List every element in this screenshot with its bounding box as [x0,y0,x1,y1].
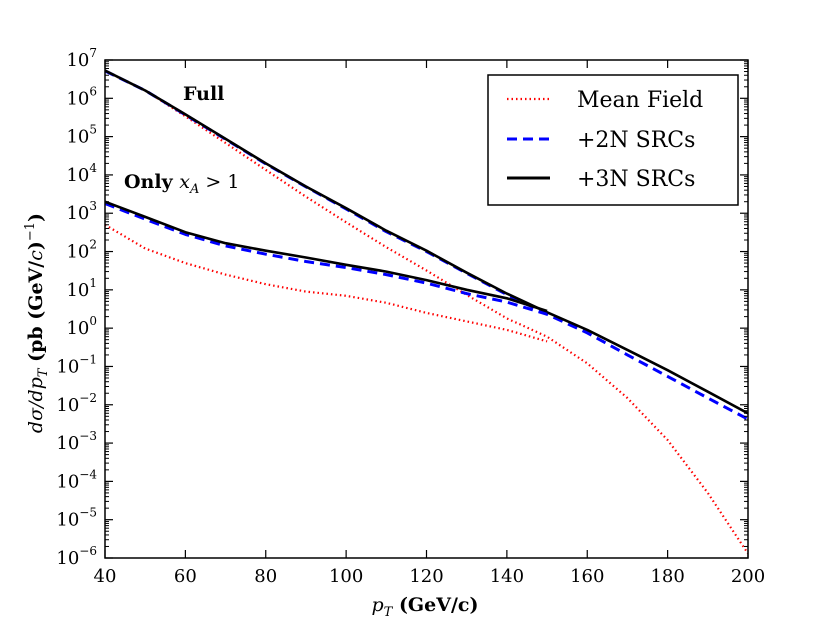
annotation-only-xa: Only xA > 1 [124,171,239,197]
x-tick-label: 40 [94,566,117,587]
x-tick-label: 60 [174,566,197,587]
legend-label-mean-field: Mean Field [577,88,703,113]
y-tick-label: 10−6 [56,544,97,569]
x-tick-label: 180 [650,566,684,587]
x-tick-label: 200 [731,566,765,587]
y-tick-label: 106 [66,84,97,109]
x-axis-unit: (GeV/c) [392,594,478,616]
y-tick-label: 107 [66,46,97,71]
y-tick-label: 100 [66,314,97,339]
cross-section-chart: 40 60 80 100 120 140 160 180 200 10−6 10−5 10−4 10−3… [0,0,830,623]
y-tick-label: 101 [66,276,97,301]
x-tick-label: 120 [409,566,443,587]
series-line-xAgt1--2n-srcs [105,204,547,315]
x-tick-label: 100 [329,566,363,587]
annotation-full: Full [183,83,224,105]
x-tick-label: 160 [570,566,604,587]
y-tick-label: 105 [66,123,97,148]
legend-label-2n: +2N SRCs [577,128,695,153]
x-axis-var: p [371,594,383,616]
y-tick-label: 103 [66,199,97,224]
legend: Mean Field +2N SRCs +3N SRCs [488,75,738,205]
y-tick-label: 104 [66,161,97,186]
legend-label-3n: +3N SRCs [577,167,695,192]
y-tick-label: 10−3 [56,429,97,454]
x-axis-title: pT (GeV/c) [371,594,478,620]
series-line-xAgt1-mean-field [105,225,547,342]
y-tick-label: 102 [66,238,97,263]
x-tick-label: 140 [490,566,524,587]
y-tick-label: 10−5 [56,506,97,531]
y-tick-label: 10−2 [56,391,97,416]
series-line-xAgt1--3n-srcs [105,202,547,311]
y-tick-label: 10−4 [56,467,97,492]
x-tick-label: 80 [254,566,277,587]
y-tick-label: 10−1 [56,352,97,377]
y-axis-title: dσ/dpT (pb (GeV/c)−1) [23,213,51,433]
